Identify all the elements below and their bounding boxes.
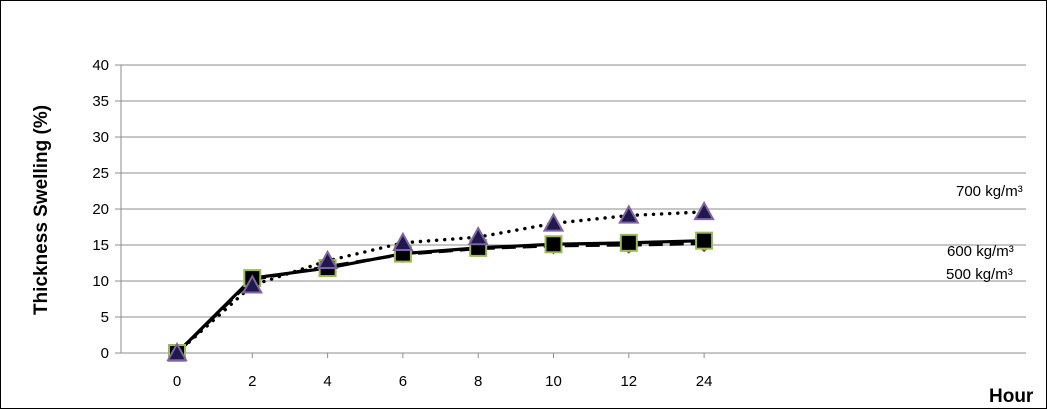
series-label-600: 600 kg/m³ (947, 243, 1014, 260)
x-tick-label: 12 (620, 373, 637, 390)
x-tick-label: 8 (474, 373, 482, 390)
x-tick-label: 2 (248, 373, 256, 390)
marker-triangle (693, 200, 715, 221)
y-axis-title: Thickness Swelling (%) (31, 105, 52, 315)
marker-triangle (467, 226, 489, 246)
labels: Thickness Swelling (%) Hour 500 kg/m³ 60… (31, 105, 1034, 407)
y-tick-label: 30 (92, 129, 109, 146)
marker-square (695, 231, 714, 250)
y-tick-label: 5 (101, 309, 109, 326)
marker-triangle (618, 204, 640, 224)
marker-triangle (316, 249, 339, 270)
marker-triangle (241, 274, 263, 294)
x-tick-label: 0 (173, 373, 181, 390)
marker-square (544, 235, 563, 254)
marker-triangle (166, 341, 188, 362)
x-tick-label: 6 (399, 373, 407, 390)
series-lines (175, 210, 706, 355)
x-axis-title: Hour (989, 386, 1034, 407)
series-line-0 (175, 241, 705, 355)
y-tick-label: 25 (92, 165, 109, 182)
y-tick-label: 40 (92, 57, 109, 74)
y-tick-label: 10 (92, 273, 109, 290)
y-tick-label: 20 (92, 201, 109, 218)
marker-triangle (392, 231, 414, 252)
x-tick-label: 24 (696, 373, 713, 390)
series-label-500: 500 kg/m³ (946, 266, 1013, 283)
marker-triangle (542, 212, 565, 232)
y-tick-label: 35 (92, 93, 109, 110)
series-line-2 (175, 210, 706, 355)
x-tick-label: 10 (545, 373, 562, 390)
x-tick-label: 4 (323, 373, 331, 390)
y-tick-label: 15 (92, 237, 109, 254)
marker-square (619, 233, 638, 252)
series-line-1 (175, 239, 705, 355)
series-markers (166, 200, 715, 362)
y-tick-label: 0 (101, 345, 109, 362)
series-label-700: 700 kg/m³ (956, 183, 1023, 200)
